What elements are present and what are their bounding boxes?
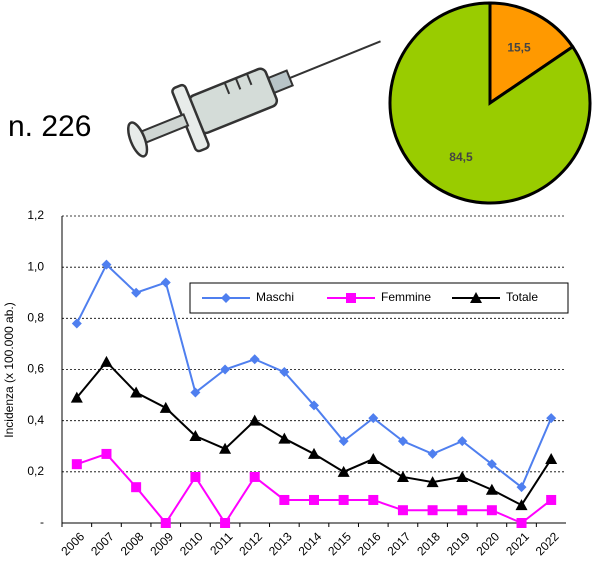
count-annotation: n. 226 bbox=[8, 110, 91, 143]
marker bbox=[398, 505, 408, 515]
x-tick-label: 2012 bbox=[236, 529, 265, 558]
marker bbox=[220, 518, 230, 528]
x-tick-label: 2016 bbox=[355, 529, 384, 558]
y-tick-label: 1,2 bbox=[27, 208, 44, 222]
marker bbox=[456, 471, 468, 482]
marker bbox=[546, 495, 556, 505]
series-line bbox=[77, 454, 551, 523]
marker bbox=[486, 484, 498, 495]
marker bbox=[72, 318, 82, 328]
x-tick-label: 2020 bbox=[473, 529, 502, 558]
y-tick-label: 0,4 bbox=[27, 413, 44, 427]
x-tick-label: 2013 bbox=[266, 529, 295, 558]
marker bbox=[338, 466, 350, 477]
marker bbox=[100, 356, 112, 367]
marker bbox=[545, 453, 557, 464]
x-tick-label: 2010 bbox=[177, 529, 206, 558]
x-tick-label: 2009 bbox=[147, 529, 176, 558]
pie-chart: 15,5 84,5 bbox=[390, 3, 590, 203]
x-tick-label: 2017 bbox=[385, 529, 414, 558]
y-tick-label: 1,0 bbox=[27, 259, 44, 273]
marker bbox=[250, 354, 260, 364]
y-tick-label: - bbox=[40, 515, 44, 529]
marker bbox=[487, 505, 497, 515]
marker bbox=[308, 448, 320, 459]
x-tick-label: 2008 bbox=[118, 529, 147, 558]
marker bbox=[457, 505, 467, 515]
y-tick-label: 0,6 bbox=[27, 362, 44, 376]
x-tick-label: 2006 bbox=[58, 529, 87, 558]
marker bbox=[428, 449, 438, 459]
y-tick-label: 0,2 bbox=[27, 464, 44, 478]
marker bbox=[346, 293, 356, 303]
marker bbox=[72, 459, 82, 469]
x-tick-label: 2011 bbox=[207, 529, 235, 557]
marker bbox=[190, 472, 200, 482]
x-tick-label: 2021 bbox=[503, 529, 532, 558]
y-axis-label: Incidenza (x 100.000 ab.) bbox=[2, 302, 16, 437]
marker bbox=[160, 402, 172, 413]
marker bbox=[546, 413, 556, 423]
marker bbox=[516, 499, 528, 510]
x-tick-label: 2018 bbox=[414, 529, 443, 558]
chart: n. 226 Incidenza (x 100.000 ab.) - 0,2 0,4… bbox=[0, 0, 592, 570]
marker bbox=[279, 495, 289, 505]
series-line bbox=[77, 362, 551, 505]
marker bbox=[309, 495, 319, 505]
marker bbox=[249, 415, 261, 426]
pie-label: 84,5 bbox=[449, 150, 473, 164]
y-tick-label: 0,8 bbox=[27, 311, 44, 325]
marker bbox=[367, 453, 379, 464]
syringe-icon bbox=[118, 10, 393, 174]
marker bbox=[278, 433, 290, 444]
marker bbox=[161, 518, 171, 528]
x-tick-label: 2007 bbox=[88, 529, 117, 558]
x-tick-label: 2022 bbox=[533, 529, 562, 558]
marker bbox=[368, 495, 378, 505]
pie-label: 15,5 bbox=[507, 40, 531, 54]
legend-label: Totale bbox=[506, 290, 538, 304]
x-tick-label: 2014 bbox=[296, 529, 325, 558]
marker bbox=[250, 472, 260, 482]
marker bbox=[339, 495, 349, 505]
x-tick-label: 2015 bbox=[325, 529, 354, 558]
marker bbox=[428, 505, 438, 515]
marker bbox=[397, 471, 409, 482]
legend-label: Femmine bbox=[381, 290, 431, 304]
legend-label: Maschi bbox=[256, 290, 294, 304]
marker bbox=[517, 518, 527, 528]
marker bbox=[161, 278, 171, 288]
marker bbox=[101, 449, 111, 459]
x-tick-label: 2019 bbox=[444, 529, 473, 558]
marker bbox=[131, 482, 141, 492]
